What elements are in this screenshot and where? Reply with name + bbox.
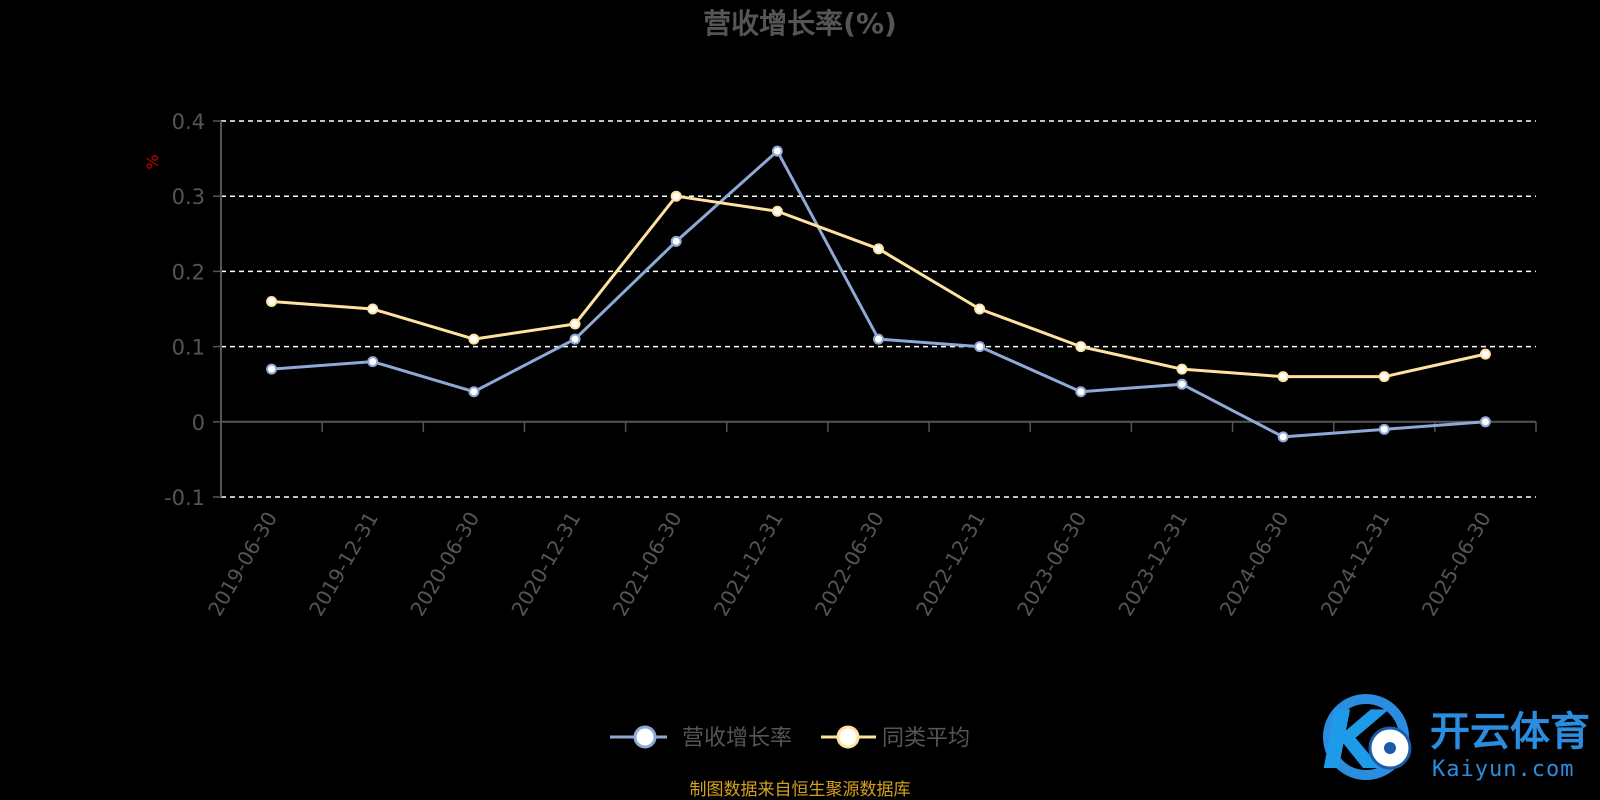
series-0-point [1277,431,1289,443]
series-1-point [1378,371,1390,383]
chart-title: 营收增长率(%) [703,7,897,40]
series-1-point [670,190,682,202]
watermark-name-cn: 开云体育 [1430,709,1590,755]
series-1-point [569,318,581,330]
x-tick-label: 2019-12-31 [304,508,383,621]
series-1-point [266,295,278,307]
axes [213,120,1537,498]
y-tick-label: -0.1 [164,486,205,510]
watermark-name-en: Kaiyun.com [1432,757,1574,782]
x-tick-label: 2020-12-31 [506,508,585,621]
x-tick-label: 2024-06-30 [1215,508,1294,621]
series-1-point [974,303,986,315]
x-tick-label: 2021-06-30 [608,508,687,621]
series-0-point [670,235,682,247]
series-line-0 [271,149,1486,439]
source-note: 制图数据来自恒生聚源数据库 [690,780,911,800]
series-0-point [1378,423,1390,435]
series-0-point [1176,378,1188,390]
y-tick-label: 0 [192,411,205,435]
series-0-point [974,341,986,353]
legend: 营收增长率 同类平均 [610,725,970,751]
series-0-point [266,363,278,375]
x-tick-label: 2022-06-30 [810,508,889,621]
series-line-1 [271,194,1486,379]
series-1-point [1176,363,1188,375]
series-1-point [1277,371,1289,383]
y-tick-label: 0.1 [172,336,205,360]
legend-label: 同类平均 [882,726,970,751]
x-tick-labels: 2019-06-30 2019-12-31 2020-06-30 2020-12-31… [203,507,1496,620]
legend-item-1[interactable]: 同类平均 [821,725,970,751]
x-tick-label: 2025-06-30 [1417,508,1496,621]
series-0-point [468,386,480,398]
series-layer [266,145,1491,443]
y-axis-unit: % [143,154,162,169]
y-tick-label: 0.4 [172,110,205,134]
x-tick-label: 2023-06-30 [1012,508,1091,621]
soccer-ball-patch [1384,742,1396,754]
series-1-point [468,333,480,345]
grid-lines [221,120,1536,498]
series-1-point [1479,348,1491,360]
x-tick-label: 2021-12-31 [709,508,788,621]
series-1-point [771,205,783,217]
series-1-point [873,243,884,255]
legend-item-0[interactable]: 营收增长率 [610,725,792,751]
watermark-logo: K 开云体育 Kaiyun.com [1322,694,1590,787]
series-1-point [367,303,379,315]
series-0-point [569,333,581,345]
legend-swatch-marker [836,725,860,749]
x-tick-label: 2020-06-30 [405,508,484,621]
series-0-point [1479,416,1491,428]
y-tick-label: 0.2 [172,260,205,284]
series-0-point [873,333,884,345]
legend-swatch-marker [633,725,657,749]
series-1-point [1075,341,1087,353]
x-tick-label: 2024-12-31 [1316,508,1395,621]
y-tick-label: 0.3 [172,185,205,209]
y-tick-labels: -0.1 0 0.1 0.2 0.3 0.4 [164,110,205,510]
series-0-point [771,145,783,157]
x-tick-label: 2023-12-31 [1113,508,1192,621]
legend-label: 营收增长率 [682,726,792,751]
x-tick-label: 2019-06-30 [203,508,282,621]
series-0-point [367,356,379,368]
x-tick-label: 2022-12-31 [911,507,990,620]
series-0-point [1075,386,1087,398]
